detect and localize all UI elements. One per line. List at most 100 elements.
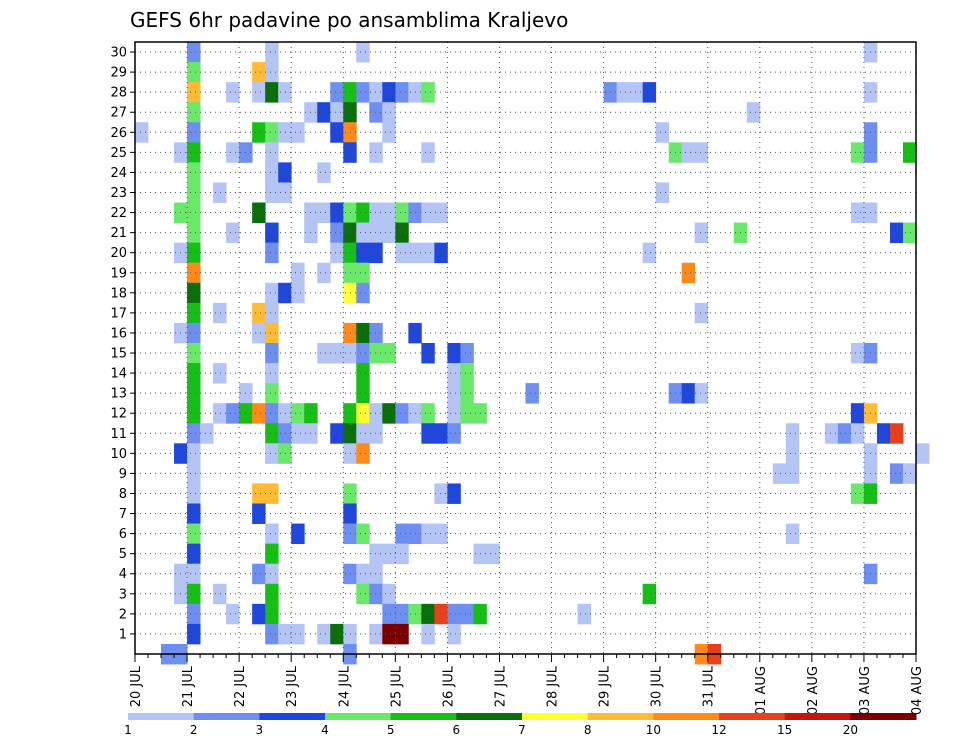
heatmap-cell xyxy=(317,102,331,123)
y-tick-label: 8 xyxy=(119,487,127,502)
heatmap-cell xyxy=(265,242,279,264)
heatmap-cell xyxy=(395,623,409,645)
heatmap-cell xyxy=(850,483,865,504)
heatmap-cell xyxy=(291,423,305,444)
heatmap-cell xyxy=(265,403,279,424)
y-tick-label: 16 xyxy=(110,326,127,341)
heatmap-cell xyxy=(291,262,305,284)
heatmap-cell xyxy=(382,122,396,143)
y-tick-label: 14 xyxy=(110,367,127,382)
heatmap-cell xyxy=(577,603,591,625)
legend-label: 7 xyxy=(518,723,526,737)
heatmap-cell xyxy=(317,342,331,364)
heatmap-cell xyxy=(278,403,292,424)
heatmap-cell xyxy=(343,222,357,244)
heatmap-cell xyxy=(265,583,279,605)
heatmap-cell xyxy=(369,202,383,223)
heatmap-cell xyxy=(785,423,800,444)
heatmap-cell xyxy=(265,322,279,344)
heatmap-cell xyxy=(343,342,357,364)
heatmap-cell xyxy=(356,242,370,264)
heatmap-cell xyxy=(447,342,461,364)
heatmap-cell xyxy=(252,483,266,504)
legend-swatch xyxy=(193,713,260,720)
color-legend: 1 2 3 4 5 6 7 8 10 12 15 20 xyxy=(124,713,917,737)
heatmap-cell xyxy=(187,383,201,404)
heatmap-cell xyxy=(382,202,396,223)
heatmap-cell xyxy=(850,202,865,223)
y-tick-label: 10 xyxy=(110,447,127,462)
heatmap-cell xyxy=(343,102,357,123)
heatmap-cell xyxy=(356,403,370,424)
legend-swatch xyxy=(259,713,326,720)
heatmap-cell xyxy=(356,262,370,284)
heatmap-cell xyxy=(681,262,696,284)
heatmap-cell xyxy=(265,363,279,384)
heatmap-cell xyxy=(434,523,448,545)
heatmap-cell xyxy=(265,342,279,364)
heatmap-cell xyxy=(226,403,240,424)
x-tick-label: 31 JUL xyxy=(702,665,717,707)
heatmap-cell xyxy=(252,62,266,83)
heatmap-cell xyxy=(356,563,370,585)
heatmap-cell xyxy=(330,342,344,364)
heatmap-cell xyxy=(421,403,435,424)
legend-swatch xyxy=(784,713,851,720)
legend-label: 3 xyxy=(256,723,264,737)
heatmap-cell xyxy=(187,142,201,163)
heatmap-cell xyxy=(135,122,149,143)
heatmap-cell xyxy=(187,583,201,605)
heatmap-cell xyxy=(889,463,904,484)
heatmap-cell xyxy=(356,423,370,444)
heatmap-cell xyxy=(369,82,383,103)
heatmap-cell xyxy=(187,443,201,464)
heatmap-cell xyxy=(382,403,396,424)
heatmap-cell xyxy=(486,543,500,565)
heatmap-cell xyxy=(395,523,409,545)
heatmap-cell xyxy=(785,523,800,545)
heatmap-cell xyxy=(356,282,370,304)
legend-label: 2 xyxy=(190,723,198,737)
heatmap-cell xyxy=(252,503,266,524)
heatmap-cell xyxy=(200,423,214,444)
legend-swatch xyxy=(456,713,523,720)
heatmap-cell xyxy=(447,483,461,504)
heatmap-cell xyxy=(265,222,279,244)
heatmap-cell xyxy=(187,302,201,324)
legend-swatch xyxy=(325,713,392,720)
legend-label: 15 xyxy=(777,723,792,737)
heatmap-cell xyxy=(187,102,201,123)
heatmap-cell xyxy=(187,202,201,223)
heatmap-cell xyxy=(902,222,917,244)
heatmap-cell xyxy=(642,242,657,264)
heatmap-cell xyxy=(356,443,370,464)
heatmap-cell xyxy=(187,62,201,83)
heatmap-cell xyxy=(226,82,240,103)
x-tick-label: 01 AUG xyxy=(754,666,769,715)
heatmap-cell xyxy=(434,423,448,444)
legend-label: 1 xyxy=(124,723,132,737)
heatmap-cell xyxy=(252,302,266,324)
heatmap-cell xyxy=(460,383,474,404)
x-tick-label: 02 AUG xyxy=(806,666,821,715)
heatmap-cell xyxy=(369,583,383,605)
y-tick-label: 25 xyxy=(110,146,127,161)
heatmap-cell xyxy=(265,142,279,163)
x-tick-label: 03 AUG xyxy=(858,666,873,715)
heatmap-cell xyxy=(395,202,409,223)
legend-swatch xyxy=(719,713,786,720)
heatmap-cell xyxy=(382,583,396,605)
x-tick-label: 30 JUL xyxy=(650,665,665,707)
heatmap-cell xyxy=(291,403,305,424)
heatmap-cell xyxy=(642,583,657,605)
legend-swatch xyxy=(850,713,917,720)
heatmap-cell xyxy=(382,543,396,565)
heatmap-cell xyxy=(330,122,344,143)
heatmap-cell xyxy=(187,342,201,364)
heatmap-cell xyxy=(382,82,396,103)
heatmap-cell xyxy=(460,403,474,424)
heatmap-cell xyxy=(421,603,435,625)
heatmap-cell xyxy=(356,42,370,63)
x-tick-label: 21 JUL xyxy=(181,665,196,707)
heatmap-cell xyxy=(278,623,292,645)
